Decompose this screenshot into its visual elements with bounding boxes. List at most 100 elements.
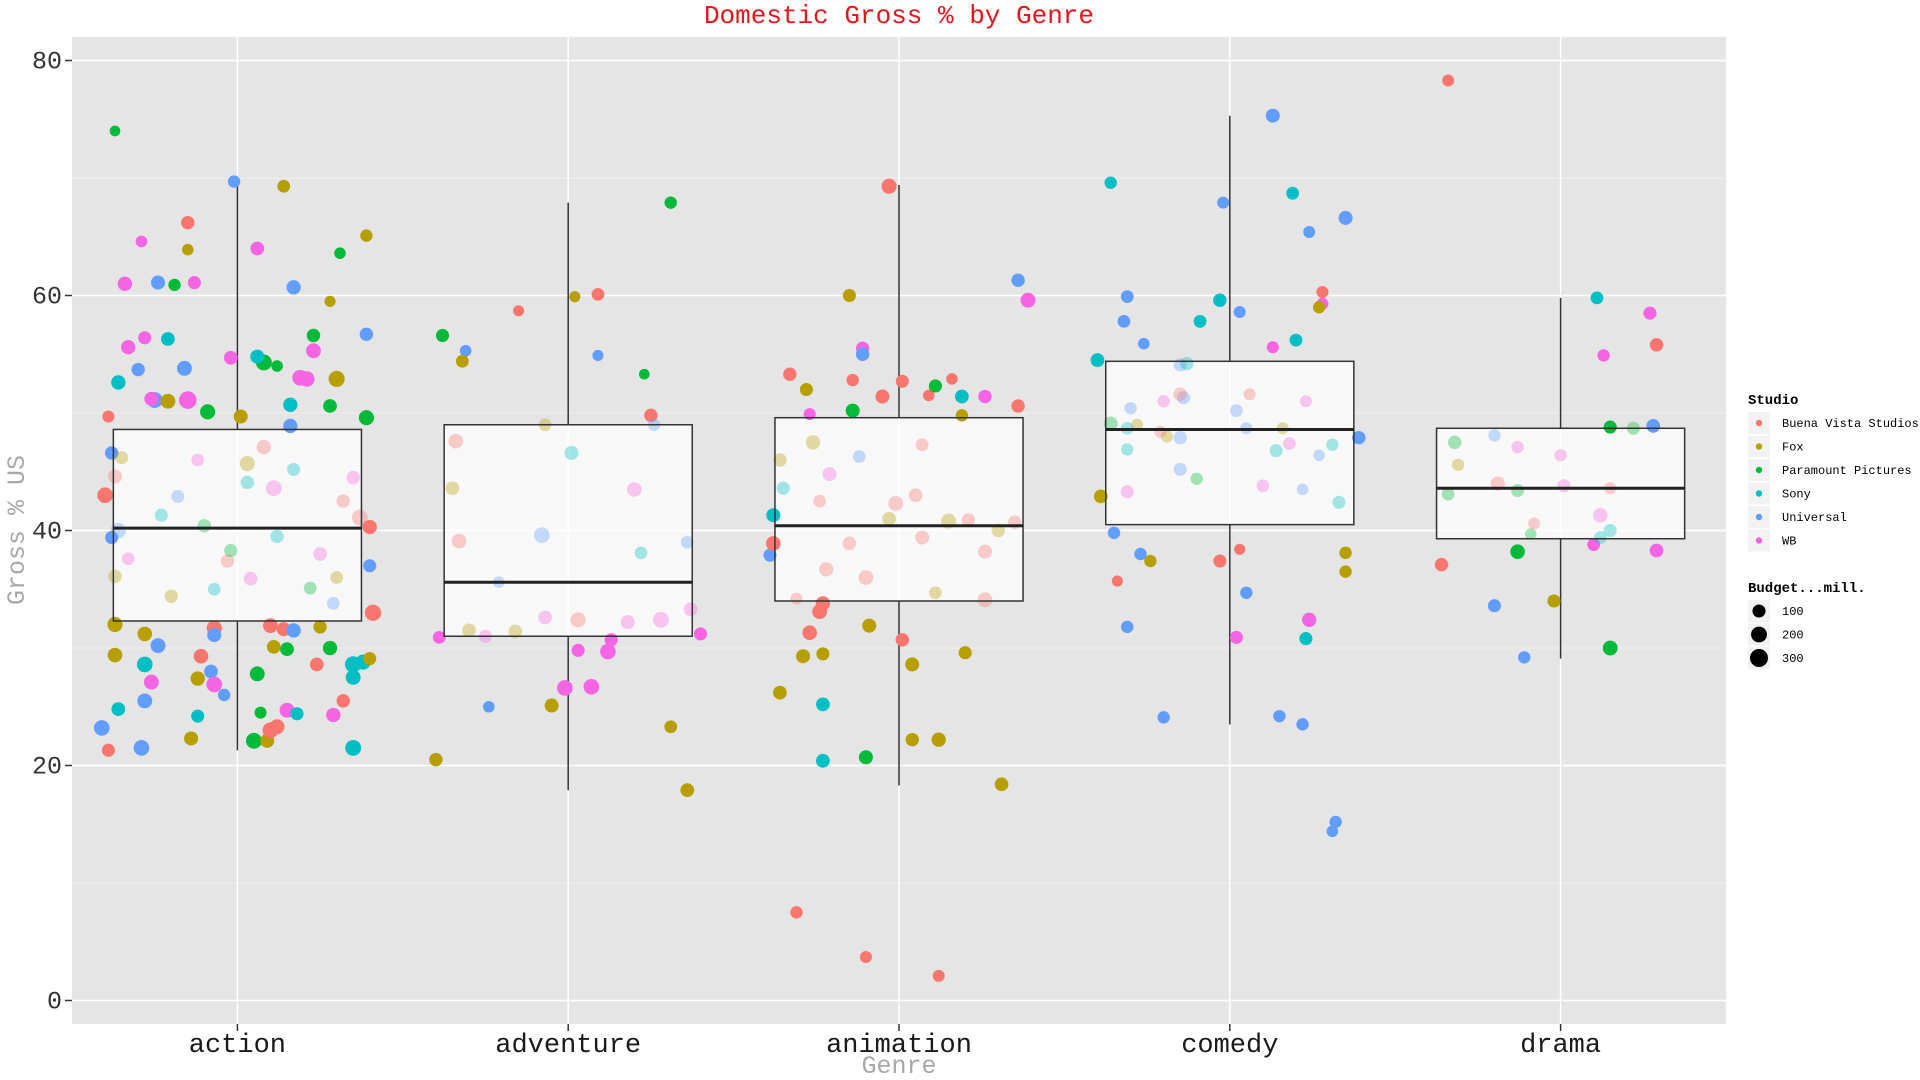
data-point	[184, 731, 199, 746]
chart-title: Domestic Gross % by Genre	[704, 1, 1094, 31]
y-tick-label: 0	[47, 988, 62, 1017]
data-point	[1121, 443, 1134, 456]
legend-key-buena-vista-studios	[1755, 419, 1763, 427]
data-point	[1243, 388, 1256, 401]
data-point	[845, 403, 860, 418]
data-point	[564, 445, 579, 460]
size-key-300	[1750, 649, 1768, 667]
size-legend-label: 100	[1782, 605, 1804, 619]
data-point	[1160, 430, 1173, 443]
color-legend-title: Studio	[1748, 393, 1798, 409]
data-point	[138, 331, 152, 345]
data-point	[303, 581, 317, 595]
data-point	[816, 647, 830, 661]
legend-key-sony	[1755, 490, 1763, 497]
data-point	[435, 328, 450, 342]
data-point	[111, 702, 126, 716]
data-point	[571, 643, 585, 657]
data-point	[1296, 718, 1309, 731]
data-point	[799, 382, 813, 397]
data-point	[269, 719, 285, 735]
data-point	[929, 586, 942, 600]
data-point	[313, 620, 327, 634]
data-point	[1603, 523, 1617, 538]
data-point	[223, 350, 238, 365]
data-point	[313, 547, 327, 561]
data-point	[1117, 314, 1131, 328]
data-point	[882, 511, 896, 526]
data-point	[1269, 444, 1283, 458]
data-point	[1487, 599, 1501, 613]
data-point	[1339, 565, 1352, 578]
data-point	[538, 610, 552, 625]
jitter-points	[93, 74, 1664, 982]
data-point	[1157, 395, 1170, 408]
legend: Studio Buena Vista Studios Fox Paramount P…	[1748, 393, 1919, 669]
data-point	[1643, 306, 1657, 320]
data-point	[819, 562, 834, 577]
data-point	[796, 649, 811, 664]
data-point	[513, 305, 525, 317]
data-point	[206, 676, 223, 693]
data-point	[604, 633, 618, 647]
data-point	[915, 438, 929, 452]
data-point	[240, 475, 255, 490]
data-point	[1173, 430, 1187, 445]
data-point	[1213, 293, 1227, 307]
x-axis: action adventure animation comedy drama	[189, 1024, 1601, 1061]
data-point	[323, 399, 337, 413]
color-legend-entries: Buena Vista Studios Fox Paramount Pictures…	[1748, 412, 1919, 552]
data-point	[345, 739, 362, 756]
data-point	[256, 439, 272, 455]
data-point	[1511, 440, 1524, 454]
data-point	[351, 509, 368, 526]
data-point	[1131, 418, 1144, 431]
data-point	[193, 648, 209, 664]
data-point	[358, 410, 374, 426]
data-point	[680, 535, 694, 549]
data-point	[363, 559, 377, 573]
data-point	[187, 276, 201, 290]
data-point	[620, 615, 635, 630]
data-point	[627, 482, 642, 497]
data-point	[1124, 402, 1137, 415]
data-point	[1646, 419, 1661, 433]
data-point	[1134, 547, 1147, 561]
data-point	[533, 527, 550, 544]
legend-label: Fox	[1782, 441, 1804, 455]
data-point	[557, 680, 573, 696]
data-point	[111, 375, 126, 390]
data-point	[265, 480, 282, 497]
data-point	[160, 393, 176, 409]
data-point	[432, 631, 446, 644]
y-tick-label: 60	[32, 283, 62, 312]
data-point	[1302, 612, 1317, 627]
data-point	[445, 481, 460, 496]
data-point	[1303, 226, 1316, 239]
box-fills	[113, 115, 1685, 791]
data-point	[508, 624, 523, 639]
data-point	[977, 592, 993, 608]
data-point	[207, 582, 221, 596]
data-point	[1173, 462, 1187, 476]
data-point	[1180, 356, 1194, 371]
data-point	[842, 536, 857, 551]
box-fill-adventure	[444, 424, 693, 637]
data-point	[1510, 544, 1525, 559]
legend-label: Paramount Pictures	[1782, 464, 1912, 478]
data-point	[1120, 290, 1134, 304]
data-point	[101, 743, 115, 757]
data-point	[346, 470, 360, 485]
data-point	[958, 646, 972, 660]
box-fill-comedy	[1105, 361, 1354, 525]
data-point	[1103, 416, 1118, 431]
data-point	[1313, 449, 1325, 462]
data-point	[1090, 353, 1105, 367]
data-point	[895, 633, 910, 647]
data-point	[1602, 640, 1618, 656]
size-key-100	[1752, 604, 1766, 618]
data-point	[1229, 630, 1243, 644]
data-point	[816, 753, 830, 768]
data-point	[115, 451, 129, 465]
